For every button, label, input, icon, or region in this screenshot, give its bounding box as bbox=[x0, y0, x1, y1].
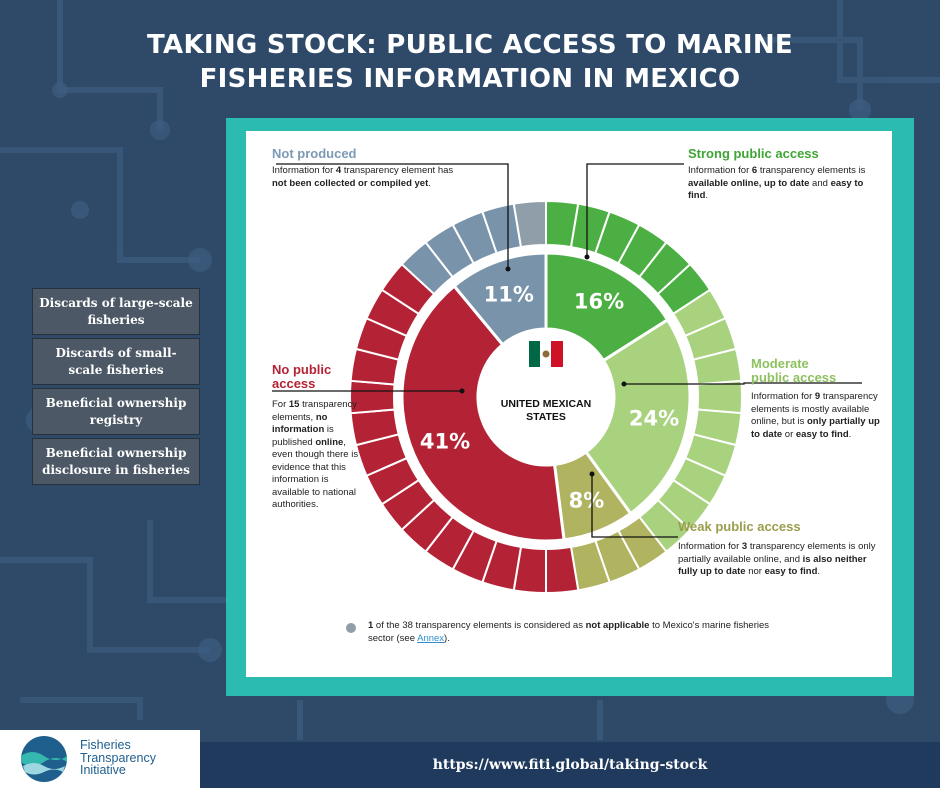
leader-line-not-produced bbox=[276, 163, 509, 269]
slice-label-moderate-public-access: 24% bbox=[629, 407, 679, 431]
footer-bar bbox=[200, 742, 940, 788]
weak-access-title: Weak public access bbox=[678, 519, 801, 534]
sidebar-list: Discards of large-scale fisheries Discar… bbox=[32, 288, 200, 488]
fiti-logo-text: Fisheries Transparency Initiative bbox=[80, 738, 156, 777]
page-title-line1: TAKING STOCK: PUBLIC ACCESS TO MARINE bbox=[147, 30, 793, 60]
slice-no-public-access bbox=[400, 283, 566, 543]
not-applicable-dot bbox=[346, 623, 356, 633]
leader-line-weak bbox=[591, 474, 678, 538]
slice-label-weak-public-access: 8% bbox=[569, 488, 605, 512]
slice-moderate-public-access bbox=[583, 317, 692, 516]
center-label-line1: UNITED MEXICAN bbox=[501, 398, 591, 410]
leader-line-moderate bbox=[624, 382, 862, 385]
footer-url[interactable]: https://www.fiti.global/taking-stock bbox=[432, 757, 708, 773]
not-produced-title: Not produced bbox=[272, 146, 357, 161]
slice-not-produced bbox=[452, 251, 548, 347]
slice-label-strong-public-access: 16% bbox=[574, 290, 624, 314]
not-applicable-note: 1 of the 38 transparency elements is con… bbox=[368, 620, 770, 644]
slice-label-not-produced: 11% bbox=[484, 283, 534, 307]
sidebar-item-discards-large: Discards of large-scale fisheries bbox=[32, 288, 200, 335]
mexico-flag-icon bbox=[529, 341, 563, 367]
not-produced-desc: Information for 4 transparency element h… bbox=[272, 165, 454, 189]
leader-dot-weak bbox=[589, 471, 595, 477]
leader-dot-strong bbox=[584, 254, 590, 260]
leader-dot-moderate bbox=[621, 381, 627, 387]
leader-dot-not-produced bbox=[505, 266, 511, 272]
strong-access-title: Strong public access bbox=[688, 146, 819, 161]
center-circle bbox=[480, 331, 612, 463]
slice-label-no-public-access: 41% bbox=[420, 430, 470, 454]
annex-link[interactable]: Annex bbox=[417, 632, 445, 644]
weak-access-desc: Information for 3 transparency elements … bbox=[678, 541, 876, 577]
element-cell-moderate-public-access bbox=[696, 379, 744, 415]
sidebar-item-ownership-disclosure: Beneficial ownership disclosure in fishe… bbox=[32, 438, 200, 485]
center-label-line2: STATES bbox=[526, 411, 566, 423]
fiti-logo-icon bbox=[21, 736, 67, 782]
page-title-line2: FISHERIES INFORMATION IN MEXICO bbox=[199, 64, 741, 94]
no-access-title: No public access bbox=[272, 362, 332, 391]
leader-dot-no-access bbox=[459, 388, 465, 394]
moderate-access-title: Moderate public access bbox=[751, 356, 837, 385]
leader-line-strong bbox=[586, 163, 684, 257]
sidebar-item-discards-small: Discards of small-scale fisheries bbox=[32, 338, 200, 385]
strong-access-desc: Information for 6 transparency elements … bbox=[688, 165, 866, 201]
chart-card: 16% 24% 8% 41% 11% UNITED MEXICAN STATES Not p… bbox=[246, 131, 892, 677]
moderate-access-desc: Information for 9 transparency elements … bbox=[751, 391, 880, 440]
page-title: TAKING STOCK: PUBLIC ACCESS TO MARINE FI… bbox=[0, 28, 940, 96]
sidebar-item-ownership-registry: Beneficial ownership registry bbox=[32, 388, 200, 435]
no-access-desc: For 15 transparency elements, no informa… bbox=[272, 399, 359, 510]
element-cell-not-applicable bbox=[512, 199, 547, 249]
